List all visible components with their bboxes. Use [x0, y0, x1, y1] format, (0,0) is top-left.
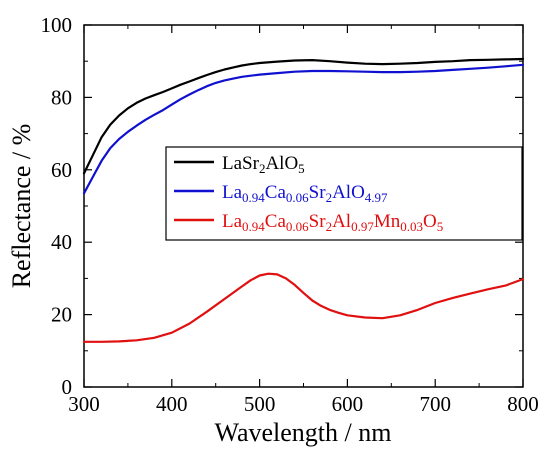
legend: LaSr2AlO5 La0.94Ca0.06Sr2AlO4.97 La0.94Ca0… [165, 146, 523, 241]
x-tick-label: 700 [419, 392, 451, 416]
x-tick-label: 800 [507, 392, 539, 416]
x-tick-label: 600 [332, 392, 364, 416]
x-axis-label: Wavelength / nm [215, 418, 392, 447]
y-tick-label: 100 [41, 13, 73, 37]
y-tick-label: 60 [51, 158, 72, 182]
legend-label-3: La0.94Ca0.06Sr2Al0.97Mn0.03O5 [222, 211, 443, 234]
legend-box [165, 146, 523, 241]
y-tick-label: 80 [51, 85, 72, 109]
y-tick-label: 20 [51, 303, 72, 327]
y-axis-label: Reflectance / % [7, 124, 36, 289]
x-tick-label: 300 [68, 392, 100, 416]
series-line-3 [82, 272, 525, 343]
y-tick-label: 40 [51, 230, 72, 254]
x-tick-label: 500 [244, 392, 276, 416]
axis-ticks: 300 400 500 600 700 800 0 20 40 60 80 100 [41, 13, 539, 416]
legend-label-2: La0.94Ca0.06Sr2AlO4.97 [222, 182, 388, 205]
y-tick-label: 0 [62, 375, 73, 399]
x-tick-label: 400 [156, 392, 188, 416]
legend-label-1: LaSr2AlO5 [222, 153, 305, 176]
series-line-2 [82, 63, 525, 195]
series-lines [82, 57, 525, 343]
series-line-1 [82, 57, 525, 175]
